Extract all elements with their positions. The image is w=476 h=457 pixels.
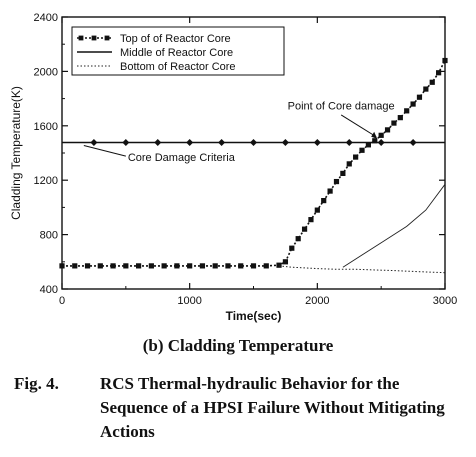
data-point-marker xyxy=(391,120,397,126)
y-tick-label: 800 xyxy=(40,230,58,242)
data-point-marker xyxy=(404,108,410,114)
legend-label-2: Bottom of Reactor Core xyxy=(120,61,236,73)
data-point-marker xyxy=(295,236,301,242)
data-point-marker xyxy=(436,70,442,76)
data-point-marker xyxy=(263,263,269,269)
data-point-marker xyxy=(110,263,116,269)
x-axis-label: Time(sec) xyxy=(226,309,282,323)
criteria-marker xyxy=(281,139,289,147)
data-point-marker xyxy=(365,142,371,148)
criteria-marker xyxy=(186,139,194,147)
data-point-marker xyxy=(238,263,244,269)
data-point-marker xyxy=(174,263,180,269)
figure-caption: Fig. 4. RCS Thermal-hydraulic Behavior fo… xyxy=(14,372,474,444)
x-tick-label: 2000 xyxy=(305,295,329,307)
series-line-3 xyxy=(342,184,446,268)
data-point-marker xyxy=(346,161,352,167)
annotation-arrow xyxy=(340,114,377,138)
data-point-marker xyxy=(372,138,378,144)
data-point-marker xyxy=(333,178,340,185)
data-point-marker xyxy=(136,263,142,269)
y-tick-label: 2400 xyxy=(34,12,58,24)
annotation-arrowhead xyxy=(371,131,378,139)
sub-caption: (b) Cladding Temperature xyxy=(142,336,334,355)
data-point-marker xyxy=(410,101,416,107)
x-tick-label: 3000 xyxy=(433,295,457,307)
legend-label-1: Middle of Reactor Core xyxy=(120,47,233,59)
y-tick-label: 400 xyxy=(40,284,58,296)
data-point-marker xyxy=(59,263,65,269)
data-point-marker xyxy=(353,154,359,160)
data-point-marker xyxy=(187,263,193,269)
data-point-marker xyxy=(340,170,346,176)
y-tick-label: 1200 xyxy=(34,175,58,187)
data-point-marker xyxy=(416,94,423,100)
data-point-marker xyxy=(423,86,429,92)
data-point-marker xyxy=(314,207,320,213)
legend-marker xyxy=(104,35,110,41)
cladding-temperature-chart: 0 1000 2000 3000 400 800 1200 1600 2000 2400 Time(… xyxy=(9,12,457,323)
data-point-marker xyxy=(250,263,257,269)
data-point-marker xyxy=(199,263,206,269)
data-point-marker xyxy=(72,263,78,269)
figure-label: Fig. 4. xyxy=(14,374,59,393)
legend-marker xyxy=(91,35,97,41)
criteria-marker xyxy=(377,139,385,147)
y-axis-label: Cladding Temperature(K) xyxy=(9,86,23,220)
figure-caption-text: RCS Thermal-hydraulic Behavior for the S… xyxy=(100,374,445,441)
annotation-criteria-leader xyxy=(83,145,126,157)
legend-label-0: Top of of Reactor Core xyxy=(120,33,231,45)
legend-box xyxy=(71,26,285,76)
data-point-marker xyxy=(276,262,282,268)
criteria-marker xyxy=(90,139,98,147)
y-tick-label: 2000 xyxy=(34,66,58,78)
annotation-core-damage-point: Point of Core damage xyxy=(288,100,395,112)
data-point-marker xyxy=(84,263,91,269)
data-point-marker xyxy=(327,188,333,194)
criteria-marker xyxy=(313,139,321,147)
data-point-marker xyxy=(301,226,308,232)
y-tick-label: 1600 xyxy=(34,121,58,133)
x-tick-label: 1000 xyxy=(177,295,201,307)
data-point-marker xyxy=(289,245,295,251)
criteria-marker xyxy=(122,139,130,147)
data-point-marker xyxy=(321,198,327,204)
criteria-marker xyxy=(154,139,162,147)
series-line-0 xyxy=(62,60,446,267)
series-line-2 xyxy=(278,265,446,274)
data-point-marker xyxy=(384,127,391,133)
criteria-marker xyxy=(345,139,353,147)
data-point-marker xyxy=(359,147,365,153)
data-point-marker xyxy=(282,259,289,265)
legend-marker xyxy=(78,35,84,41)
criteria-marker xyxy=(409,139,417,147)
data-point-marker xyxy=(225,263,231,269)
criteria-marker xyxy=(250,139,257,147)
data-point-marker xyxy=(397,115,403,121)
data-point-marker xyxy=(378,132,384,138)
x-tick-label: 0 xyxy=(59,295,65,307)
criteria-marker xyxy=(218,139,226,147)
data-point-marker xyxy=(442,57,448,64)
data-point-marker xyxy=(308,217,314,223)
data-point-marker xyxy=(148,263,154,269)
data-point-marker xyxy=(123,263,129,269)
data-point-marker xyxy=(97,263,103,269)
data-point-marker xyxy=(161,263,167,269)
data-point-marker xyxy=(429,79,435,85)
annotation-criteria: Core Damage Criteria xyxy=(128,152,236,164)
data-point-marker xyxy=(212,263,218,269)
